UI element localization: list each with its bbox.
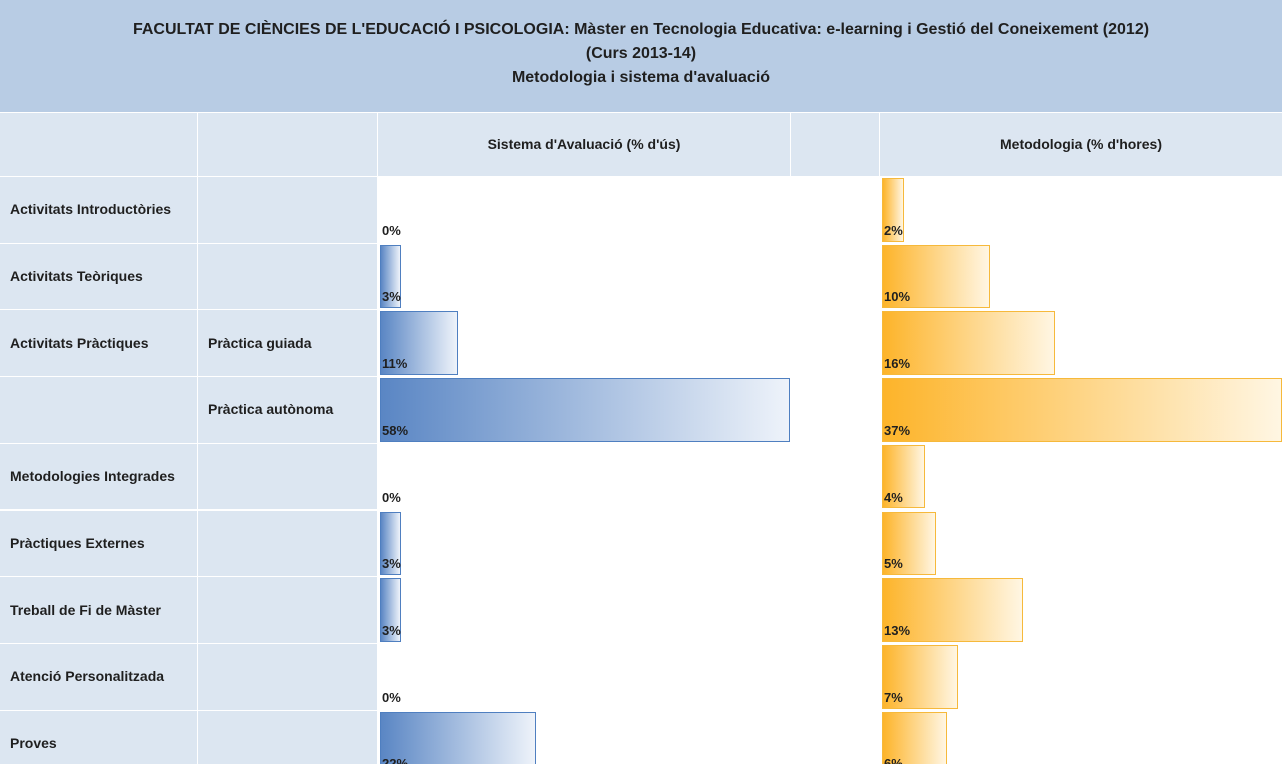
data-bar <box>882 178 904 242</box>
row-label: Metodologies Integrades <box>0 443 197 510</box>
value-label: 7% <box>884 689 903 705</box>
row-sublabel <box>198 243 377 310</box>
row-label: Proves <box>0 710 197 764</box>
data-bar <box>882 644 958 709</box>
data-bar <box>380 244 402 309</box>
title: FACULTAT DE CIÈNCIES DE L'EDUCACIÓ I PSI… <box>132 21 1150 38</box>
row-sublabel: Pràctica guiada <box>198 310 377 377</box>
row-label: Pràctiques Externes <box>0 510 197 577</box>
subtitle: (Curs 2013-14) <box>585 45 697 62</box>
row-sublabel <box>198 443 377 510</box>
data-bar <box>380 511 402 576</box>
value-label: 22% <box>382 756 409 764</box>
column-header: Sistema d'Avaluació (% d'ús) <box>378 113 790 176</box>
value-label: 3% <box>382 622 401 638</box>
value-label: 13% <box>884 622 911 638</box>
header: FACULTAT DE CIÈNCIES DE L'EDUCACIÓ I PSI… <box>0 0 1282 112</box>
row-sublabel <box>198 177 377 243</box>
row-sublabel <box>198 510 377 577</box>
data-bar <box>882 311 1055 376</box>
row-label: Treball de Fi de Màster <box>0 577 197 643</box>
header-cell <box>791 113 879 176</box>
row-sublabel <box>198 643 377 710</box>
data-bar <box>882 444 926 509</box>
value-label: 0% <box>382 489 401 505</box>
data-bar <box>882 378 1282 442</box>
value-label: 3% <box>382 556 401 572</box>
value-label: 4% <box>884 489 903 505</box>
data-bar <box>380 578 402 642</box>
row-sublabel: Pràctica autònoma <box>198 377 377 443</box>
data-bar <box>882 711 947 764</box>
header-cell <box>0 113 197 176</box>
value-label: 6% <box>884 756 903 764</box>
value-label: 2% <box>884 222 903 238</box>
value-label: 37% <box>884 422 911 438</box>
value-label: 16% <box>884 356 911 372</box>
section: Metodologia i sistema d'avaluació <box>511 69 771 86</box>
row-label <box>0 377 197 443</box>
value-label: 11% <box>382 356 408 372</box>
row-label: Activitats Introductòries <box>0 177 197 243</box>
column-header: Metodologia (% d'hores) <box>880 113 1282 176</box>
header-cell <box>198 113 377 176</box>
data-bar <box>882 244 991 309</box>
data-bar <box>380 711 536 764</box>
row-label: Activitats Pràctiques <box>0 310 197 377</box>
value-label: 58% <box>382 422 409 438</box>
row-label: Atenció Personalitzada <box>0 643 197 710</box>
value-label: 5% <box>884 556 903 572</box>
row-sublabel <box>198 577 377 643</box>
data-bar <box>380 311 458 376</box>
row-sublabel <box>198 710 377 764</box>
row-label: Activitats Teòriques <box>0 243 197 310</box>
value-label: 0% <box>382 222 401 238</box>
value-label: 3% <box>382 289 401 305</box>
data-bar <box>882 511 937 576</box>
data-bar <box>882 578 1023 642</box>
data-bar <box>380 378 790 442</box>
value-label: 0% <box>382 689 401 705</box>
value-label: 10% <box>884 289 911 305</box>
